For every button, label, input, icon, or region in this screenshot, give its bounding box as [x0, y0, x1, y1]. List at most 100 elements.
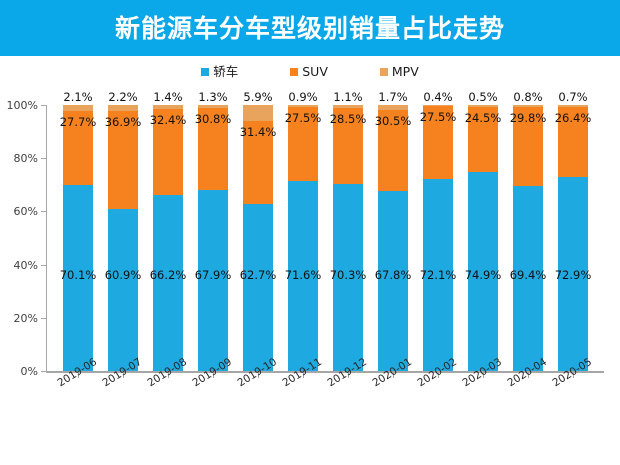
bar-stack[interactable]: [423, 105, 453, 371]
x-axis-tick: [528, 373, 529, 378]
bar-segment-mpv[interactable]: [468, 105, 498, 107]
bar-stack[interactable]: [243, 105, 273, 371]
bar-segment-suv[interactable]: [243, 120, 273, 205]
x-axis-tick: [303, 373, 304, 378]
bar-segment-car[interactable]: [243, 204, 273, 371]
bar-segment-suv[interactable]: [108, 110, 138, 210]
data-label-mpv: 1.3%: [198, 90, 228, 104]
bar-segment-mpv[interactable]: [288, 105, 318, 108]
data-label-suv: 30.5%: [374, 113, 412, 128]
data-label-suv: 27.7%: [59, 114, 97, 129]
x-axis-line: [46, 371, 604, 373]
data-label-mpv: 5.9%: [243, 90, 273, 104]
bar-segment-mpv[interactable]: [378, 105, 408, 110]
bar-segment-suv[interactable]: [333, 108, 363, 185]
y-axis-tick-label: 40%: [13, 258, 38, 272]
data-label-suv: 27.5%: [284, 111, 322, 126]
y-axis-tick: [41, 264, 46, 266]
data-label-suv: 36.9%: [104, 114, 142, 129]
bar-segment-suv[interactable]: [378, 109, 408, 191]
data-label-mpv: 1.1%: [333, 90, 363, 104]
bar-stack[interactable]: [198, 105, 228, 371]
bar-segment-suv[interactable]: [558, 106, 588, 178]
x-axis-tick: [123, 373, 124, 378]
bar-segment-suv[interactable]: [153, 108, 183, 195]
x-axis-tick: [483, 373, 484, 378]
bar-segment-suv[interactable]: [423, 106, 453, 180]
y-axis-tick: [41, 371, 46, 372]
data-label-car: 60.9%: [104, 267, 142, 282]
legend-item-suv[interactable]: SUV: [290, 63, 328, 79]
bar-segment-mpv[interactable]: [108, 105, 138, 111]
data-label-mpv: 0.8%: [513, 90, 543, 104]
bar-segment-car[interactable]: [198, 190, 228, 371]
bar-segment-car[interactable]: [378, 190, 408, 371]
bar-stack[interactable]: [513, 105, 543, 371]
data-label-suv: 30.8%: [194, 112, 232, 127]
data-label-car: 70.3%: [329, 267, 367, 282]
data-label-mpv: 2.2%: [108, 90, 138, 104]
chart-legend: 轿车 SUV MPV: [0, 60, 620, 84]
legend-item-label: 轿车: [213, 63, 239, 79]
legend-item-label: MPV: [391, 63, 419, 79]
data-label-car: 67.9%: [194, 267, 232, 282]
bar-segment-mpv[interactable]: [63, 105, 93, 111]
data-label-car: 62.7%: [239, 267, 277, 282]
bar-stack[interactable]: [288, 105, 318, 371]
data-label-car: 67.8%: [374, 267, 412, 282]
x-axis-tick: [258, 373, 259, 378]
data-label-car: 71.6%: [284, 267, 322, 282]
data-label-car: 70.1%: [59, 267, 97, 282]
bar-segment-car[interactable]: [468, 171, 498, 371]
bar-segment-mpv[interactable]: [198, 105, 228, 109]
legend-item-mpv[interactable]: MPV: [379, 63, 419, 79]
legend-item-轿车[interactable]: 轿车: [201, 63, 239, 79]
y-axis-labels: 0% 20% 40% 60% 80% 100%: [0, 84, 38, 465]
y-axis-tick-label: 100%: [6, 99, 38, 112]
bar-segment-mpv[interactable]: [423, 105, 453, 107]
bar-segment-suv[interactable]: [513, 107, 543, 187]
y-axis-tick: [41, 105, 46, 106]
legend-swatch-icon: [290, 68, 299, 76]
bar-stack[interactable]: [558, 105, 588, 371]
bar-segment-suv[interactable]: [468, 106, 498, 172]
bar-segment-suv[interactable]: [198, 108, 228, 191]
bar-segment-suv[interactable]: [63, 110, 93, 185]
bar-stack[interactable]: [153, 105, 183, 371]
legend-swatch-icon: [201, 68, 210, 76]
data-label-car: 72.1%: [419, 267, 457, 282]
bar-segment-car[interactable]: [423, 179, 453, 371]
bar-stack[interactable]: [333, 105, 363, 371]
bar-segment-car[interactable]: [288, 180, 318, 371]
bar-segment-car[interactable]: [108, 209, 138, 371]
x-axis-tick: [213, 373, 214, 378]
bar-segment-car[interactable]: [153, 194, 183, 371]
bar-stack[interactable]: [108, 105, 138, 371]
data-label-suv: 26.4%: [554, 110, 592, 125]
data-label-mpv: 1.4%: [153, 90, 183, 104]
data-label-mpv: 0.4%: [423, 90, 453, 104]
bar-segment-suv[interactable]: [288, 107, 318, 181]
bar-segment-car[interactable]: [513, 186, 543, 371]
bar-segment-car[interactable]: [333, 184, 363, 371]
data-label-suv: 32.4%: [149, 112, 187, 127]
bar-segment-mpv[interactable]: [558, 105, 588, 107]
x-axis-tick: [78, 373, 79, 378]
x-axis-tick: [393, 373, 394, 378]
y-axis-tick: [41, 158, 46, 160]
bar-segment-mpv[interactable]: [243, 105, 273, 121]
data-label-car: 69.4%: [509, 267, 547, 282]
y-axis-tick-label: 20%: [13, 311, 38, 325]
bar-stack[interactable]: [63, 105, 93, 371]
bar-segment-car[interactable]: [558, 177, 588, 371]
bar-segment-mpv[interactable]: [153, 105, 183, 109]
chart-title-bar: 新能源车分车型级别销量占比走势: [0, 0, 620, 56]
legend-item-label: SUV: [302, 63, 328, 79]
bar-segment-car[interactable]: [63, 184, 93, 371]
bar-stack[interactable]: [468, 105, 498, 371]
legend-swatch-icon: [379, 68, 388, 76]
bar-segment-mpv[interactable]: [513, 105, 543, 108]
bar-segment-mpv[interactable]: [333, 105, 363, 109]
bar-stack[interactable]: [378, 105, 408, 371]
data-label-suv: 28.5%: [329, 112, 367, 127]
